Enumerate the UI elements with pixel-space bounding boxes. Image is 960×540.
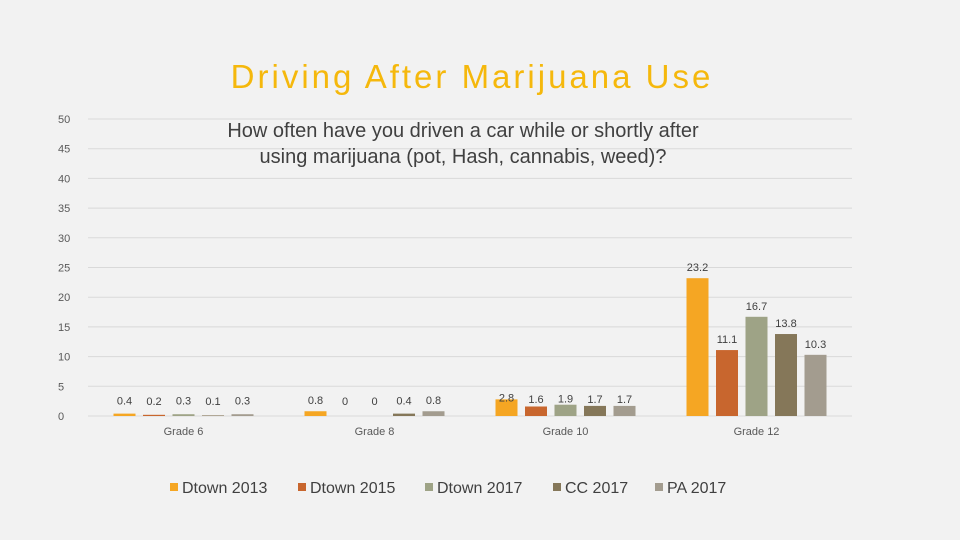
slide-title: Driving After Marijuana Use <box>230 58 714 95</box>
category-label: Grade 12 <box>734 426 780 438</box>
bar <box>775 334 797 416</box>
data-label: 0.4 <box>117 396 132 408</box>
data-label: 1.7 <box>617 394 632 406</box>
bar <box>304 411 327 416</box>
y-tick-label: 40 <box>58 173 70 185</box>
bar <box>554 404 577 416</box>
legend-swatch <box>170 483 178 491</box>
data-label: 0.1 <box>205 396 220 408</box>
chart-title-line: How often have you driven a car while or… <box>227 120 699 142</box>
category-label: Grade 8 <box>355 426 395 438</box>
y-tick-label: 5 <box>58 381 64 393</box>
data-label: 2.8 <box>499 393 514 405</box>
data-label: 11.1 <box>717 334 738 346</box>
data-label: 0.8 <box>426 395 441 407</box>
y-tick-label: 25 <box>58 263 70 275</box>
legend-swatch <box>425 483 433 491</box>
y-tick-label: 35 <box>58 203 70 215</box>
bar <box>745 316 768 416</box>
bar <box>172 414 195 416</box>
legend-swatch <box>655 483 663 491</box>
data-label: 1.6 <box>528 394 543 406</box>
bar <box>231 414 254 416</box>
y-tick-label: 45 <box>58 144 70 156</box>
data-label: 0.3 <box>235 396 250 408</box>
legend-swatch <box>553 483 561 491</box>
bar <box>584 405 606 416</box>
y-axis-ticks: 0 5 10 15 20 25 30 35 40 45 50 <box>58 114 70 423</box>
bar <box>113 413 136 416</box>
data-labels: 0.4 0.2 0.3 0.1 0.3 0.8 0 0 0.4 0.8 2.8 1.6 1.9 1.7 1.… <box>117 262 826 408</box>
bars <box>113 278 827 416</box>
data-label: 0.2 <box>146 396 161 408</box>
legend: Dtown 2013 Dtown 2015 Dtown 2017 CC 2017 PA … <box>170 480 726 497</box>
data-label: 13.8 <box>775 318 796 330</box>
bar <box>525 406 547 416</box>
chart-title: How often have you driven a car while or… <box>227 120 699 168</box>
y-tick-label: 20 <box>58 292 70 304</box>
legend-label: PA 2017 <box>667 480 726 497</box>
bar <box>686 278 709 416</box>
bar <box>422 411 445 416</box>
legend-label: Dtown 2015 <box>310 480 395 497</box>
data-label: 0 <box>371 396 377 408</box>
data-label: 0 <box>342 396 348 408</box>
data-label: 0.8 <box>308 395 323 407</box>
legend-label: Dtown 2013 <box>182 480 267 497</box>
data-label: 0.3 <box>176 396 191 408</box>
data-label: 23.2 <box>687 262 708 274</box>
x-axis-categories: Grade 6 Grade 8 Grade 10 Grade 12 <box>164 426 780 438</box>
bar <box>613 405 636 416</box>
bar <box>804 354 827 416</box>
bar <box>393 413 415 416</box>
data-label: 16.7 <box>746 301 767 313</box>
y-tick-label: 0 <box>58 411 64 423</box>
legend-label: CC 2017 <box>565 480 628 497</box>
bar <box>495 399 518 416</box>
bar <box>143 414 165 416</box>
y-tick-label: 30 <box>58 233 70 245</box>
y-tick-label: 10 <box>58 352 70 364</box>
bar <box>716 350 738 416</box>
legend-label: Dtown 2017 <box>437 480 522 497</box>
y-tick-label: 15 <box>58 322 70 334</box>
bar <box>202 415 224 416</box>
y-tick-label: 50 <box>58 114 70 126</box>
data-label: 1.7 <box>587 394 602 406</box>
data-label: 1.9 <box>558 394 573 406</box>
category-label: Grade 10 <box>543 426 589 438</box>
category-label: Grade 6 <box>164 426 204 438</box>
gridlines <box>88 118 852 417</box>
chart-title-line: using marijuana (pot, Hash, cannabis, we… <box>260 146 667 168</box>
legend-swatch <box>298 483 306 491</box>
data-label: 0.4 <box>396 396 411 408</box>
data-label: 10.3 <box>805 339 826 351</box>
